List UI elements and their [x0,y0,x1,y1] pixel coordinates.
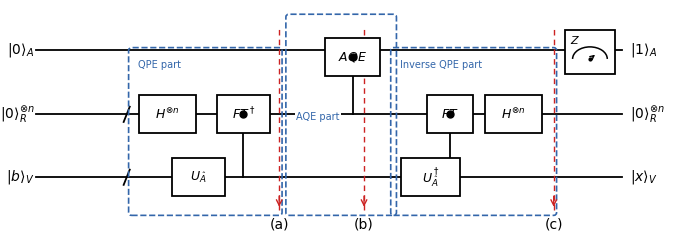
Text: $U_{\hat{A}}^\dagger$: $U_{\hat{A}}^\dagger$ [422,165,440,189]
Text: $H^{\otimes n}$: $H^{\otimes n}$ [155,107,180,122]
Text: $FT$: $FT$ [441,108,459,121]
Text: $|x\rangle_V$: $|x\rangle_V$ [630,168,658,186]
Text: $|0\rangle_A$: $|0\rangle_A$ [7,41,34,60]
Bar [401,158,460,196]
Text: $U_{\hat{A}}$: $U_{\hat{A}}$ [190,170,207,185]
Bar [173,158,225,196]
Bar [427,95,473,133]
Text: $FT^\dagger$: $FT^\dagger$ [232,106,256,123]
Text: (b): (b) [354,217,374,231]
Bar [325,38,380,76]
Text: QPE part: QPE part [138,60,181,70]
Bar [217,95,270,133]
Text: $|b\rangle_V$: $|b\rangle_V$ [6,168,34,186]
Text: $AQE$: $AQE$ [338,50,367,64]
Bar [565,30,614,74]
Text: (a): (a) [269,217,289,231]
Bar [485,95,543,133]
Text: $Z$: $Z$ [570,34,580,46]
Text: $|1\rangle_A$: $|1\rangle_A$ [630,41,657,60]
Text: $|0\rangle_R^{\otimes n}$: $|0\rangle_R^{\otimes n}$ [630,104,664,125]
Text: Inverse QPE part: Inverse QPE part [400,60,482,70]
Text: (c): (c) [545,217,563,231]
Bar [139,95,197,133]
Text: $|0\rangle_R^{\otimes n}$: $|0\rangle_R^{\otimes n}$ [0,104,34,125]
Text: AQE part: AQE part [297,113,340,122]
Text: $H^{\otimes n}$: $H^{\otimes n}$ [501,107,526,122]
